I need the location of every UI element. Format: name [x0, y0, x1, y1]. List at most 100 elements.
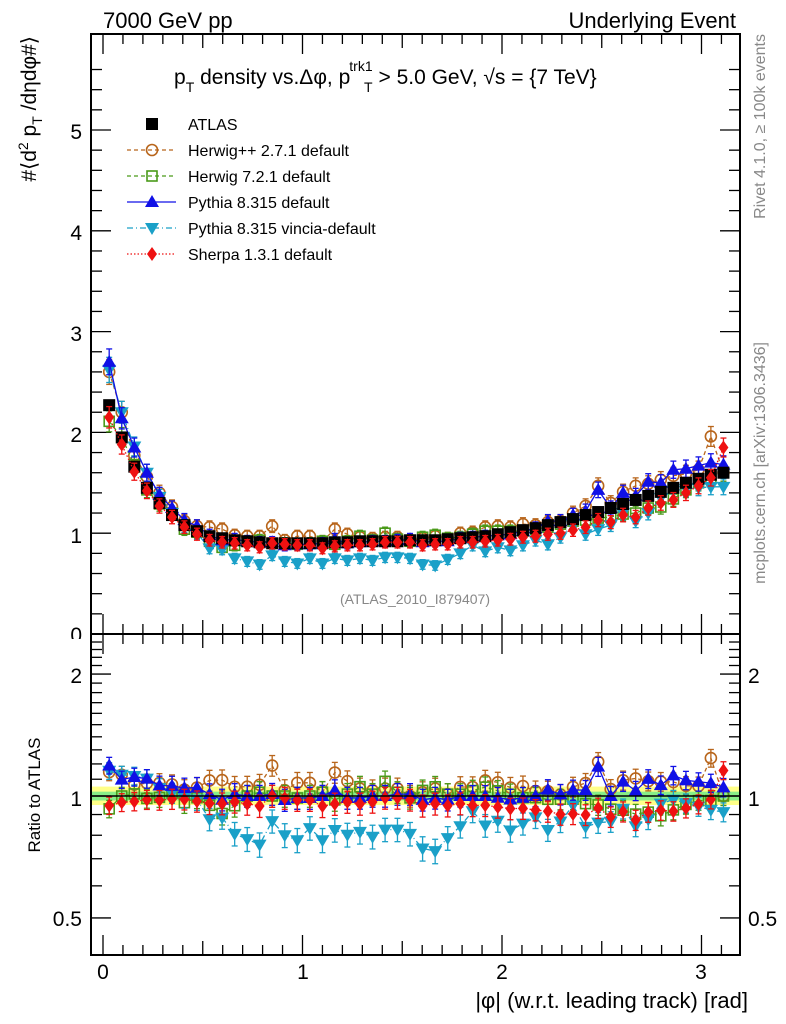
data-point — [405, 535, 416, 550]
legend-label: Sherpa 1.3.1 default — [188, 247, 333, 264]
data-point — [179, 520, 190, 535]
ratio-point — [217, 796, 228, 811]
x-axis-label: |φ| (w.r.t. leading track) [rad] — [475, 988, 748, 1013]
ratio-point — [430, 796, 441, 811]
ratio-point — [277, 830, 292, 843]
data-point — [693, 478, 704, 493]
data-point — [578, 529, 593, 542]
ratio-point — [302, 823, 317, 836]
ratio-point — [515, 818, 530, 831]
data-point — [516, 524, 529, 537]
data-point — [415, 559, 430, 572]
ratio-point — [442, 798, 453, 813]
ratio-point — [317, 799, 328, 814]
x-tick-label-1: 1 — [297, 961, 309, 984]
data-point — [705, 470, 716, 485]
data-point — [152, 487, 167, 500]
data-point — [691, 458, 706, 471]
ratio-point — [392, 790, 403, 805]
data-point — [580, 520, 591, 535]
x-tick-label-2: 2 — [496, 961, 508, 984]
data-point — [267, 536, 278, 551]
ratio-series-sherpa-1-3-1-default — [104, 761, 729, 832]
data-point — [116, 437, 127, 452]
data-point — [567, 513, 580, 526]
data-point — [703, 455, 718, 468]
ratio-y-tick-label-1-right: 1 — [748, 788, 760, 811]
ratio-point — [490, 815, 505, 828]
ratio-point — [440, 833, 455, 846]
data-point — [655, 495, 666, 510]
ratio-point — [653, 778, 668, 791]
ratio-point — [603, 789, 618, 801]
ratio-point — [329, 796, 340, 811]
ratio-point — [716, 807, 731, 820]
ratio-point — [693, 797, 704, 812]
data-point — [504, 526, 517, 539]
data-point — [703, 481, 718, 494]
ratio-point — [641, 771, 656, 784]
legend-item-pythia-8-315-default: Pythia 8.315 default — [127, 195, 330, 212]
data-point — [240, 556, 255, 569]
ratio-point — [718, 763, 729, 778]
data-point — [667, 481, 680, 494]
data-point — [141, 483, 152, 498]
data-point — [554, 516, 567, 529]
legend-label: Pythia 8.315 default — [188, 195, 330, 212]
data-point — [505, 532, 516, 547]
ratio-point — [327, 783, 342, 796]
data-point — [204, 533, 215, 548]
ratio-point — [252, 839, 267, 852]
ratio-point — [114, 772, 129, 785]
data-point — [716, 457, 731, 470]
ratio-point — [102, 758, 117, 771]
data-point — [354, 538, 365, 553]
y-tick-label-0: 0 — [70, 624, 82, 647]
ratio-point — [666, 794, 681, 807]
ratio-point — [478, 820, 493, 833]
data-point — [668, 492, 679, 507]
data-point — [592, 506, 605, 519]
ratio-point — [716, 780, 731, 793]
data-point — [455, 535, 466, 550]
data-point — [254, 540, 265, 555]
legend-item-pythia-8-315-vincia-default: Pythia 8.315 vincia-default — [127, 221, 376, 238]
ratio-point — [580, 807, 591, 822]
data-point — [529, 522, 542, 535]
data-point — [617, 497, 630, 510]
ratio-point — [455, 796, 466, 811]
ratio-point — [265, 816, 280, 829]
ratio-point — [703, 776, 718, 789]
main-series-group — [102, 348, 731, 573]
plot-title-sub-T2: T — [364, 79, 373, 95]
data-point — [129, 464, 140, 479]
data-point — [127, 440, 142, 453]
ratio-point — [591, 817, 606, 830]
data-point — [490, 542, 505, 555]
data-point — [680, 485, 691, 500]
data-point — [139, 465, 154, 478]
legend-item-herwig-2-7-1-default: Herwig++ 2.7.1 default — [127, 143, 350, 160]
data-point — [555, 526, 566, 541]
legend-marker — [146, 118, 158, 130]
data-point — [440, 554, 455, 567]
data-point — [167, 510, 178, 525]
ratio-point — [189, 780, 204, 793]
ratio-point — [591, 759, 606, 772]
ratio-point — [215, 773, 229, 787]
y-tick-label-1: 1 — [70, 525, 82, 548]
y-tick-label-4: 4 — [70, 222, 82, 245]
mcplots-label: mcplots.cern.ch [arXiv:1306.3436] — [752, 342, 769, 584]
data-point — [202, 543, 217, 556]
legend-marker — [145, 143, 159, 157]
data-point — [542, 527, 553, 542]
ratio-point — [530, 802, 541, 817]
legend-marker — [146, 170, 158, 182]
ratio-point — [129, 794, 140, 809]
ratio-point — [365, 831, 380, 844]
ratio-y-tick-label-2: 2 — [70, 665, 82, 688]
ratio-point — [152, 778, 167, 791]
data-point — [279, 537, 290, 552]
ratio-point — [568, 806, 579, 821]
